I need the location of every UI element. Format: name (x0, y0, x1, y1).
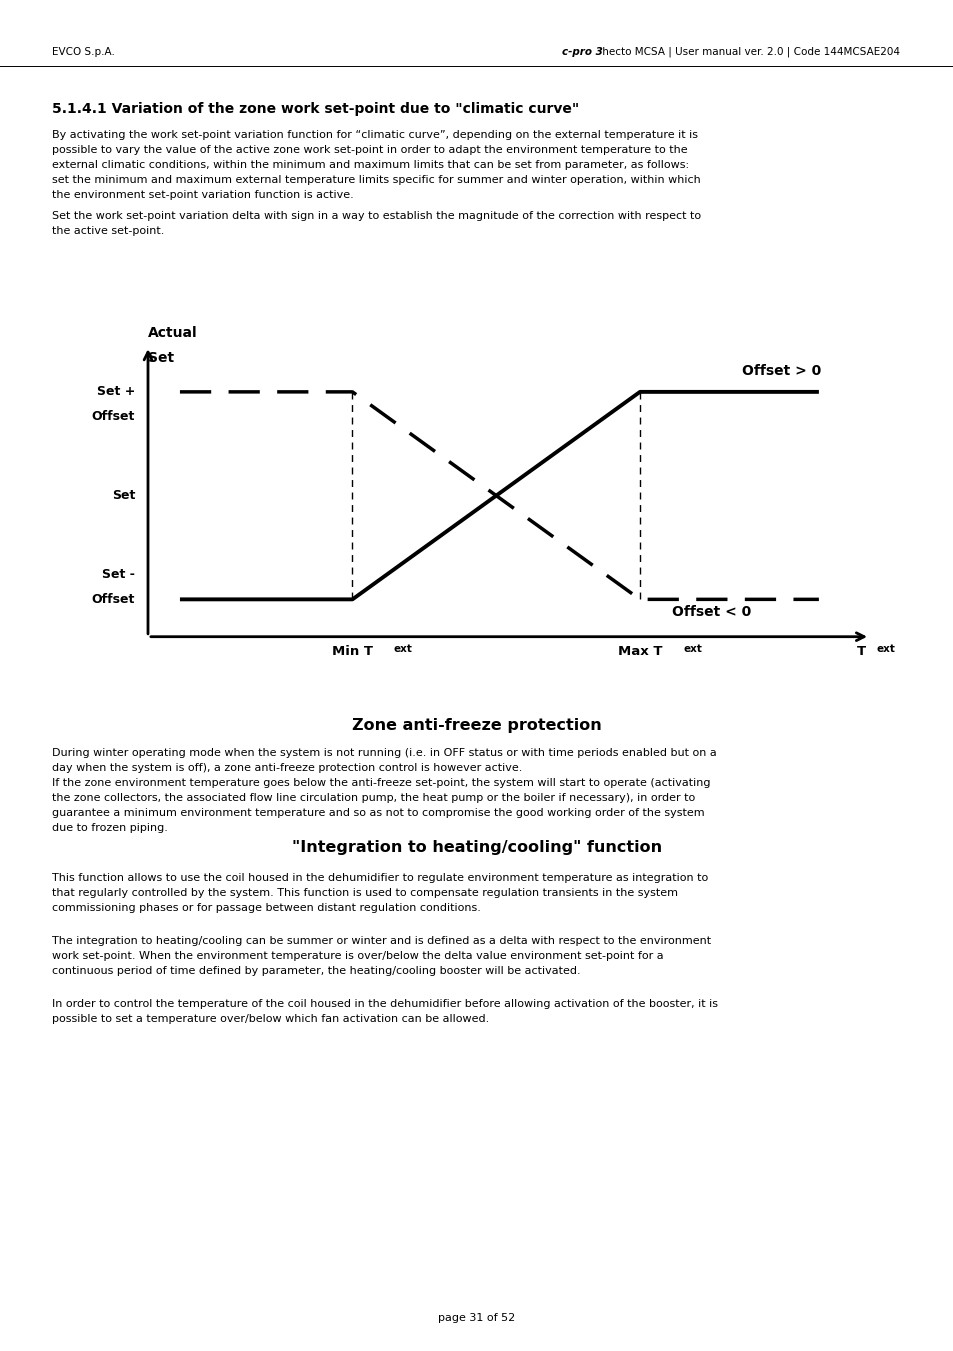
Text: the environment set-point variation function is active.: the environment set-point variation func… (52, 190, 354, 200)
Text: The integration to heating/cooling can be summer or winter and is defined as a d: The integration to heating/cooling can b… (52, 936, 710, 946)
Text: Max T: Max T (618, 644, 661, 658)
Text: Set: Set (112, 489, 135, 503)
Text: "Integration to heating/cooling" function: "Integration to heating/cooling" functio… (292, 840, 661, 855)
Text: possible to vary the value of the active zone work set-point in order to adapt t: possible to vary the value of the active… (52, 145, 687, 155)
Text: Set the work set-point variation delta with sign in a way to establish the magni: Set the work set-point variation delta w… (52, 211, 700, 222)
Text: c-pro 3: c-pro 3 (561, 47, 602, 57)
Text: Offset: Offset (91, 593, 135, 605)
Text: ext: ext (682, 644, 701, 654)
Text: the active set-point.: the active set-point. (52, 226, 164, 236)
Text: 5.1.4.1 Variation of the zone work set-point due to "climatic curve": 5.1.4.1 Variation of the zone work set-p… (52, 101, 578, 116)
Text: work set-point. When the environment temperature is over/below the delta value e: work set-point. When the environment tem… (52, 951, 663, 961)
Text: ext: ext (876, 644, 894, 654)
Text: external climatic conditions, within the minimum and maximum limits that can be : external climatic conditions, within the… (52, 159, 688, 170)
Text: Offset: Offset (91, 411, 135, 423)
Text: This function allows to use the coil housed in the dehumidifier to regulate envi: This function allows to use the coil hou… (52, 873, 707, 884)
Text: set the minimum and maximum external temperature limits specific for summer and : set the minimum and maximum external tem… (52, 176, 700, 185)
Text: Offset > 0: Offset > 0 (741, 365, 821, 378)
Text: the zone collectors, the associated flow line circulation pump, the heat pump or: the zone collectors, the associated flow… (52, 793, 695, 802)
Text: T: T (857, 644, 865, 658)
Text: due to frozen piping.: due to frozen piping. (52, 823, 168, 834)
Text: page 31 of 52: page 31 of 52 (438, 1313, 515, 1323)
Text: commissioning phases or for passage between distant regulation conditions.: commissioning phases or for passage betw… (52, 902, 480, 913)
Text: hecto MCSA | User manual ver. 2.0 | Code 144MCSAE204: hecto MCSA | User manual ver. 2.0 | Code… (598, 47, 899, 57)
Text: Offset < 0: Offset < 0 (671, 605, 750, 619)
Text: Set +: Set + (97, 385, 135, 399)
Text: If the zone environment temperature goes below the anti-freeze set-point, the sy: If the zone environment temperature goes… (52, 778, 710, 788)
Text: day when the system is off), a zone anti-freeze protection control is however ac: day when the system is off), a zone anti… (52, 763, 522, 773)
Text: Actual: Actual (148, 326, 197, 340)
Text: guarantee a minimum environment temperature and so as not to compromise the good: guarantee a minimum environment temperat… (52, 808, 704, 817)
Text: Min T: Min T (332, 644, 373, 658)
Text: possible to set a temperature over/below which fan activation can be allowed.: possible to set a temperature over/below… (52, 1015, 489, 1024)
Text: ext: ext (394, 644, 413, 654)
Text: During winter operating mode when the system is not running (i.e. in OFF status : During winter operating mode when the sy… (52, 748, 716, 758)
Text: By activating the work set-point variation function for “climatic curve”, depend: By activating the work set-point variati… (52, 130, 698, 141)
Text: that regularly controlled by the system. This function is used to compensate reg: that regularly controlled by the system.… (52, 888, 678, 898)
Text: Set: Set (148, 351, 174, 365)
Text: EVCO S.p.A.: EVCO S.p.A. (52, 47, 114, 57)
Text: continuous period of time defined by parameter, the heating/cooling booster will: continuous period of time defined by par… (52, 966, 580, 975)
Text: Zone anti-freeze protection: Zone anti-freeze protection (352, 717, 601, 734)
Text: In order to control the temperature of the coil housed in the dehumidifier befor: In order to control the temperature of t… (52, 998, 718, 1009)
Text: Set -: Set - (102, 567, 135, 581)
